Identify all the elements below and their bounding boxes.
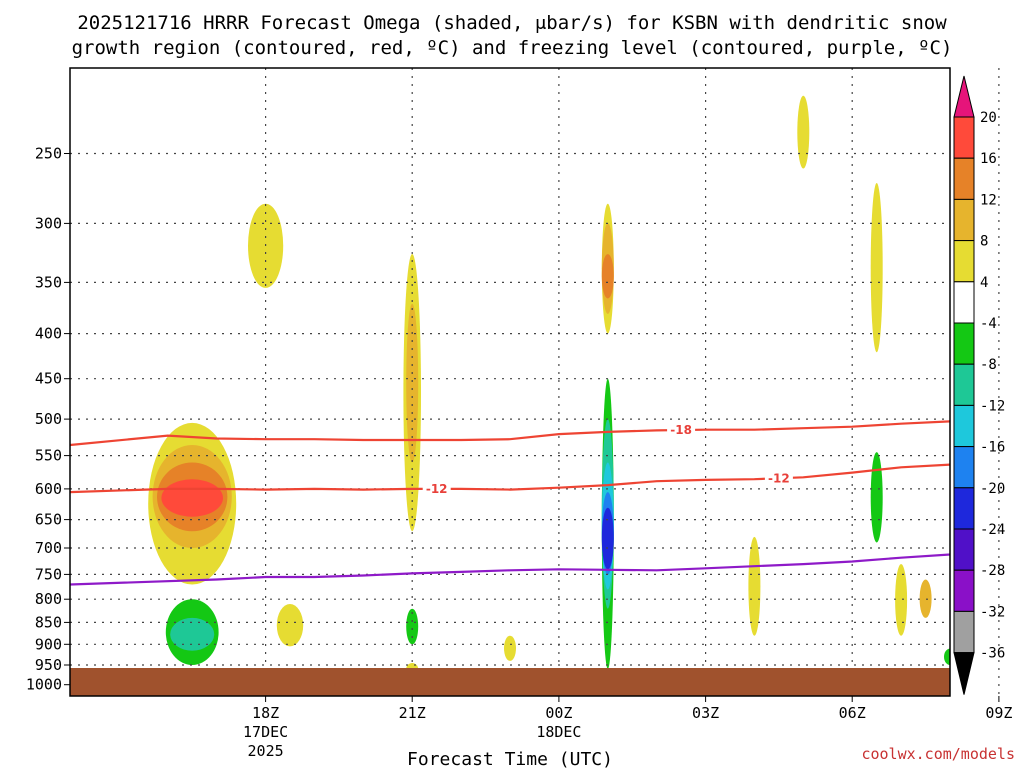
y-tick-label-700: 700 bbox=[35, 539, 62, 557]
x-tick-label-00Z: 00Z bbox=[545, 704, 572, 722]
y-tick-label-900: 900 bbox=[35, 635, 62, 653]
contour-label-bg-1-1 bbox=[764, 471, 793, 486]
colorbar-label-11: -28 bbox=[980, 563, 1005, 579]
colorbar-swatch-12 bbox=[953, 610, 975, 654]
x-tick-year-18Z: 2025 bbox=[248, 742, 284, 760]
credit-link[interactable]: coolwx.com/models bbox=[861, 745, 1015, 763]
y-tick-label-400: 400 bbox=[35, 325, 62, 343]
y-tick-label-500: 500 bbox=[35, 410, 62, 428]
contour-line-1 bbox=[70, 463, 950, 494]
contour-labels: -18 -12 -12 bbox=[422, 423, 793, 496]
x-tick-label-09Z: 09Z bbox=[985, 704, 1012, 722]
contour-label-1-1: -12 bbox=[768, 471, 790, 485]
colorbar-swatch-11 bbox=[953, 569, 975, 612]
x-tick-date-18Z: 17DEC bbox=[243, 723, 288, 741]
colorbar-label-13: -36 bbox=[980, 646, 1005, 662]
omega-cell-10 bbox=[406, 608, 419, 645]
omega-cell-9 bbox=[406, 303, 419, 463]
omega-cell-23 bbox=[870, 183, 883, 353]
y-tick-label-750: 750 bbox=[35, 565, 62, 583]
colorbar-label-8: -16 bbox=[980, 440, 1005, 456]
contour-label-bg-0-0 bbox=[667, 423, 696, 437]
colorbar-swatch-4 bbox=[953, 281, 975, 324]
contour-lines bbox=[70, 420, 950, 586]
omega-cell-15 bbox=[601, 254, 614, 299]
y-tick-label-300: 300 bbox=[35, 214, 62, 232]
omega-cell-5 bbox=[170, 617, 215, 651]
contour-label-0-0: -18 bbox=[670, 423, 692, 437]
colorbar-swatch-5 bbox=[953, 322, 975, 365]
x-tick-date-00Z: 18DEC bbox=[536, 723, 581, 741]
colorbar: 20 16 12 8 4 -4 -8 -12 -16 -20 -24 -28 -32 -36 bbox=[953, 75, 1005, 695]
x-tick-label-18Z: 18Z bbox=[252, 704, 279, 722]
colorbar-label-0: 20 bbox=[980, 110, 997, 126]
colorbar-label-12: -32 bbox=[980, 604, 1005, 620]
colorbar-label-3: 8 bbox=[980, 234, 988, 250]
omega-cell-20 bbox=[601, 507, 614, 570]
plot-frame bbox=[69, 67, 951, 697]
y-tick-label-850: 850 bbox=[35, 613, 62, 631]
colorbar-swatch-3 bbox=[953, 240, 975, 283]
y-tick-label-550: 550 bbox=[35, 447, 62, 465]
omega-cell-7 bbox=[276, 604, 304, 647]
chart-title-line-1: 2025121716 HRRR Forecast Omega (shaded, … bbox=[77, 12, 947, 34]
y-tick-label-650: 650 bbox=[35, 511, 62, 529]
y-tick-label-250: 250 bbox=[35, 145, 62, 163]
colorbar-under-arrow bbox=[953, 652, 975, 695]
colorbar-over-arrow bbox=[953, 75, 975, 118]
x-axis-label: Forecast Time (UTC) bbox=[407, 749, 613, 768]
y-tick-label-1000: 1000 bbox=[26, 676, 62, 694]
ground-surface bbox=[70, 668, 950, 696]
contour-label-1-0: -12 bbox=[426, 482, 448, 496]
colorbar-swatch-1 bbox=[953, 157, 975, 200]
colorbar-swatch-10 bbox=[953, 528, 975, 571]
colorbar-swatch-7 bbox=[953, 404, 975, 448]
omega-cell-24 bbox=[870, 452, 883, 543]
y-tick-label-350: 350 bbox=[35, 273, 62, 291]
y-tick-label-950: 950 bbox=[35, 656, 62, 674]
y-tick-label-800: 800 bbox=[35, 590, 62, 608]
y-tick-label-600: 600 bbox=[35, 480, 62, 498]
y-tick-label-450: 450 bbox=[35, 370, 62, 388]
omega-cell-27 bbox=[944, 648, 950, 665]
colorbar-swatch-6 bbox=[953, 363, 975, 406]
colorbar-label-4: 4 bbox=[980, 275, 988, 291]
colorbar-label-9: -20 bbox=[980, 481, 1005, 497]
omega-cell-25 bbox=[895, 564, 908, 636]
colorbar-label-1: 16 bbox=[980, 151, 997, 167]
x-tick-label-06Z: 06Z bbox=[839, 704, 866, 722]
colorbar-swatch-2 bbox=[953, 198, 975, 242]
colorbar-label-2: 12 bbox=[980, 192, 997, 208]
omega-cell-12 bbox=[504, 635, 516, 661]
colorbar-label-6: -8 bbox=[980, 357, 997, 373]
omega-cell-21 bbox=[748, 536, 761, 636]
colorbar-swatch-8 bbox=[953, 446, 975, 489]
x-tick-label-21Z: 21Z bbox=[399, 704, 426, 722]
omega-cell-22 bbox=[797, 95, 810, 169]
colorbar-swatch-9 bbox=[953, 487, 975, 530]
colorbar-label-5: -4 bbox=[980, 316, 997, 332]
plot-background bbox=[70, 68, 950, 696]
chart-title-line-2: growth region (contoured, red, ºC) and f… bbox=[72, 37, 953, 59]
contour-label-bg-1-0 bbox=[422, 481, 451, 496]
colorbar-label-7: -12 bbox=[980, 398, 1005, 414]
contour-line-0 bbox=[70, 420, 950, 447]
colorbar-label-10: -24 bbox=[980, 522, 1005, 538]
omega-cell-3 bbox=[161, 479, 223, 517]
pressure-axis: 250 300 350 400 450 500 550 600 650 700 750 800 850 9… bbox=[26, 145, 70, 694]
omega-cell-26 bbox=[919, 579, 932, 618]
x-tick-label-03Z: 03Z bbox=[692, 704, 719, 722]
colorbar-swatch-0 bbox=[953, 116, 975, 159]
contour-line-2 bbox=[70, 553, 950, 586]
